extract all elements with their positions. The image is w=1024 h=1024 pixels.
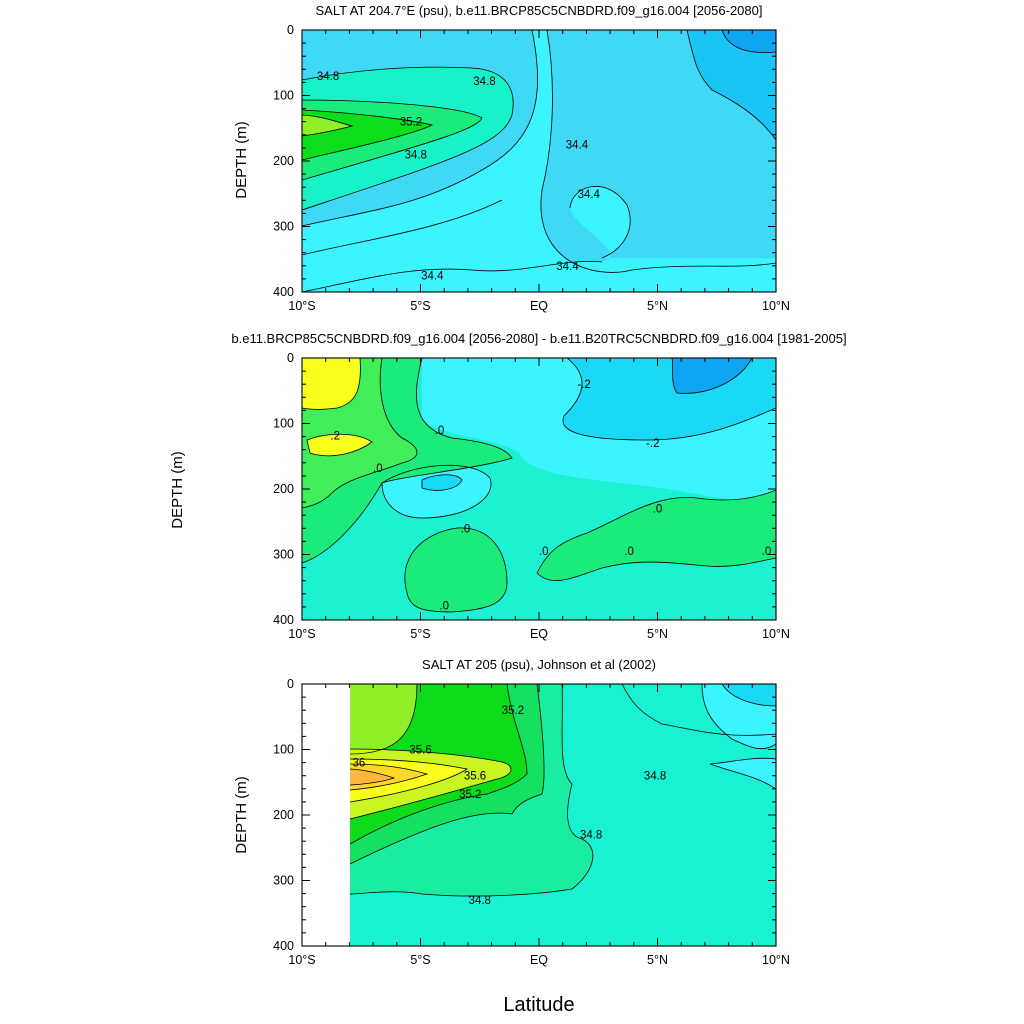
x-tick-label: 10°S <box>288 953 315 967</box>
contour-label: .0 <box>624 546 634 558</box>
panel-3-axes: 10°S 5°S EQ 5°N 10°N 0 100 200 300 400 <box>273 677 790 967</box>
panel-2-fill-minus-0.2-eddy <box>422 474 462 491</box>
panel-1-fill-34.0-34.2 <box>722 30 776 53</box>
panel-2-contour-lines <box>302 358 776 613</box>
panel-1: SALT AT 204.7°E (psu), b.e11.BRCP85C5CNB… <box>233 3 790 313</box>
x-tick-label: 5°S <box>410 953 430 967</box>
panel-3-contour-lines <box>349 684 776 897</box>
panel-2-fill-below-zero-eddy <box>382 465 492 518</box>
y-tick-label: 400 <box>273 613 294 627</box>
contour-label: 34.8 <box>580 830 602 842</box>
y-tick-label: 100 <box>273 89 294 103</box>
contour-label: 36 <box>352 758 365 770</box>
contour-label: .0 <box>762 546 772 558</box>
panel-2-fill-positive-south-blob <box>404 527 507 612</box>
y-tick-label: 400 <box>273 939 294 953</box>
panel-1-ylabel: DEPTH (m) <box>233 121 250 199</box>
panel-3-fill-36.0 <box>350 769 394 785</box>
y-tick-label: 400 <box>273 285 294 299</box>
x-axis-label: Latitude <box>503 994 574 1016</box>
y-tick-label: 200 <box>273 808 294 822</box>
panel-3-fill-34.4-34.6-ne2 <box>710 758 776 789</box>
x-tick-label: EQ <box>530 299 548 313</box>
panel-1-fill-34.6-34.8-b <box>302 186 776 292</box>
contour-label: 34.4 <box>556 261 579 273</box>
panel-3-fill-34.2-34.4-ne <box>722 684 776 706</box>
panel-1-contour-labels: 34.8 34.8 35.2 34.8 34.4 34.4 34.4 34.4 <box>317 71 601 283</box>
panel-2: b.e11.BRCP85C5CNBDRD.f09_g16.004 [2056-2… <box>169 331 847 641</box>
panel-3-title: SALT AT 205 (psu), Johnson et al (2002) <box>422 657 656 672</box>
panel-3-fill-35.2-35.4-b <box>350 684 417 754</box>
y-tick-label: 200 <box>273 154 294 168</box>
panel-1-fill-34.2-34.4 <box>687 30 776 140</box>
contour-label: 35.6 <box>464 771 486 783</box>
contour-label: 34.4 <box>566 140 589 152</box>
contour-label: .0 <box>439 601 449 613</box>
x-tick-label: 5°N <box>647 627 668 641</box>
x-tick-label: 5°S <box>410 627 430 641</box>
contour-label: .0 <box>653 504 663 516</box>
panel-1-axes: 10°S 5°S EQ 5°N 10°N 0 100 200 300 400 <box>273 23 790 313</box>
y-tick-label: 300 <box>273 548 294 562</box>
y-tick-label: 100 <box>273 743 294 757</box>
x-tick-label: 10°S <box>288 627 315 641</box>
panel-2-plot: .2 .0 .0 -.2 -.2 .0 .0 .0 .0 .0 .0 <box>302 358 776 620</box>
contour-label: 34.4 <box>578 189 601 201</box>
contour-label: .0 <box>539 546 549 558</box>
contour-label: 35.2 <box>502 705 524 717</box>
panel-3-contour-labels: 35.2 35.6 36 35.6 35.2 34.8 34.8 34.8 <box>352 705 666 907</box>
x-tick-label: 5°N <box>647 953 668 967</box>
contour-label: .2 <box>330 430 340 442</box>
x-tick-label: 10°S <box>288 299 315 313</box>
panel-3-plot: 35.2 35.6 36 35.6 35.2 34.8 34.8 34.8 <box>302 684 776 946</box>
panel-3: SALT AT 205 (psu), Johnson et al (2002) … <box>233 657 790 967</box>
contour-label: 34.8 <box>473 76 495 88</box>
panel-2-fill-positive-north-band <box>537 490 776 581</box>
contour-label: 35.2 <box>459 789 481 801</box>
contour-label: 35.2 <box>400 117 422 129</box>
y-tick-label: 0 <box>287 677 294 691</box>
y-tick-label: 100 <box>273 417 294 431</box>
contour-label: 34.4 <box>421 271 444 283</box>
contour-label: 35.6 <box>409 745 431 757</box>
panel-1-fill-34.6-34.8 <box>302 30 776 292</box>
y-tick-label: 300 <box>273 874 294 888</box>
y-tick-label: 200 <box>273 482 294 496</box>
x-tick-label: 10°N <box>762 299 790 313</box>
x-tick-label: 5°S <box>410 299 430 313</box>
panel-2-fill-0.2-yellow-top <box>302 358 361 410</box>
x-tick-label: 10°N <box>762 953 790 967</box>
panel-2-axes: 10°S 5°S EQ 5°N 10°N 0 100 200 300 400 <box>273 351 790 641</box>
contour-label: 34.8 <box>317 71 339 83</box>
contour-label: -.2 <box>577 379 590 391</box>
panel-1-fill-35.4-35.6 <box>302 115 352 136</box>
contour-label: 34.8 <box>644 771 666 783</box>
panel-1-contour-lines <box>302 30 776 292</box>
panel-1-title: SALT AT 204.7°E (psu), b.e11.BRCP85C5CNB… <box>316 3 763 18</box>
x-tick-label: EQ <box>530 953 548 967</box>
contour-label: 34.8 <box>405 149 427 161</box>
contour-label: 34.8 <box>469 895 491 907</box>
y-tick-label: 300 <box>273 220 294 234</box>
contour-label: .0 <box>461 523 471 535</box>
contour-label: .0 <box>435 425 445 437</box>
panel-3-ylabel: DEPTH (m) <box>233 776 250 854</box>
contour-label: .0 <box>373 463 383 475</box>
panel-2-ylabel: DEPTH (m) <box>169 451 186 529</box>
x-tick-label: 10°N <box>762 627 790 641</box>
y-tick-label: 0 <box>287 23 294 37</box>
x-tick-label: 5°N <box>647 299 668 313</box>
contour-label: -.2 <box>646 438 659 450</box>
panel-2-fill-minus-0.4 <box>672 358 752 394</box>
x-tick-label: EQ <box>530 627 548 641</box>
panel-2-contour-labels: .2 .0 .0 -.2 -.2 .0 .0 .0 .0 .0 .0 <box>330 379 771 612</box>
panel-1-plot: 34.8 34.8 35.2 34.8 34.4 34.4 34.4 34.4 <box>302 30 776 292</box>
panel-2-title: b.e11.BRCP85C5CNBDRD.f09_g16.004 [2056-2… <box>231 331 846 346</box>
y-tick-label: 0 <box>287 351 294 365</box>
